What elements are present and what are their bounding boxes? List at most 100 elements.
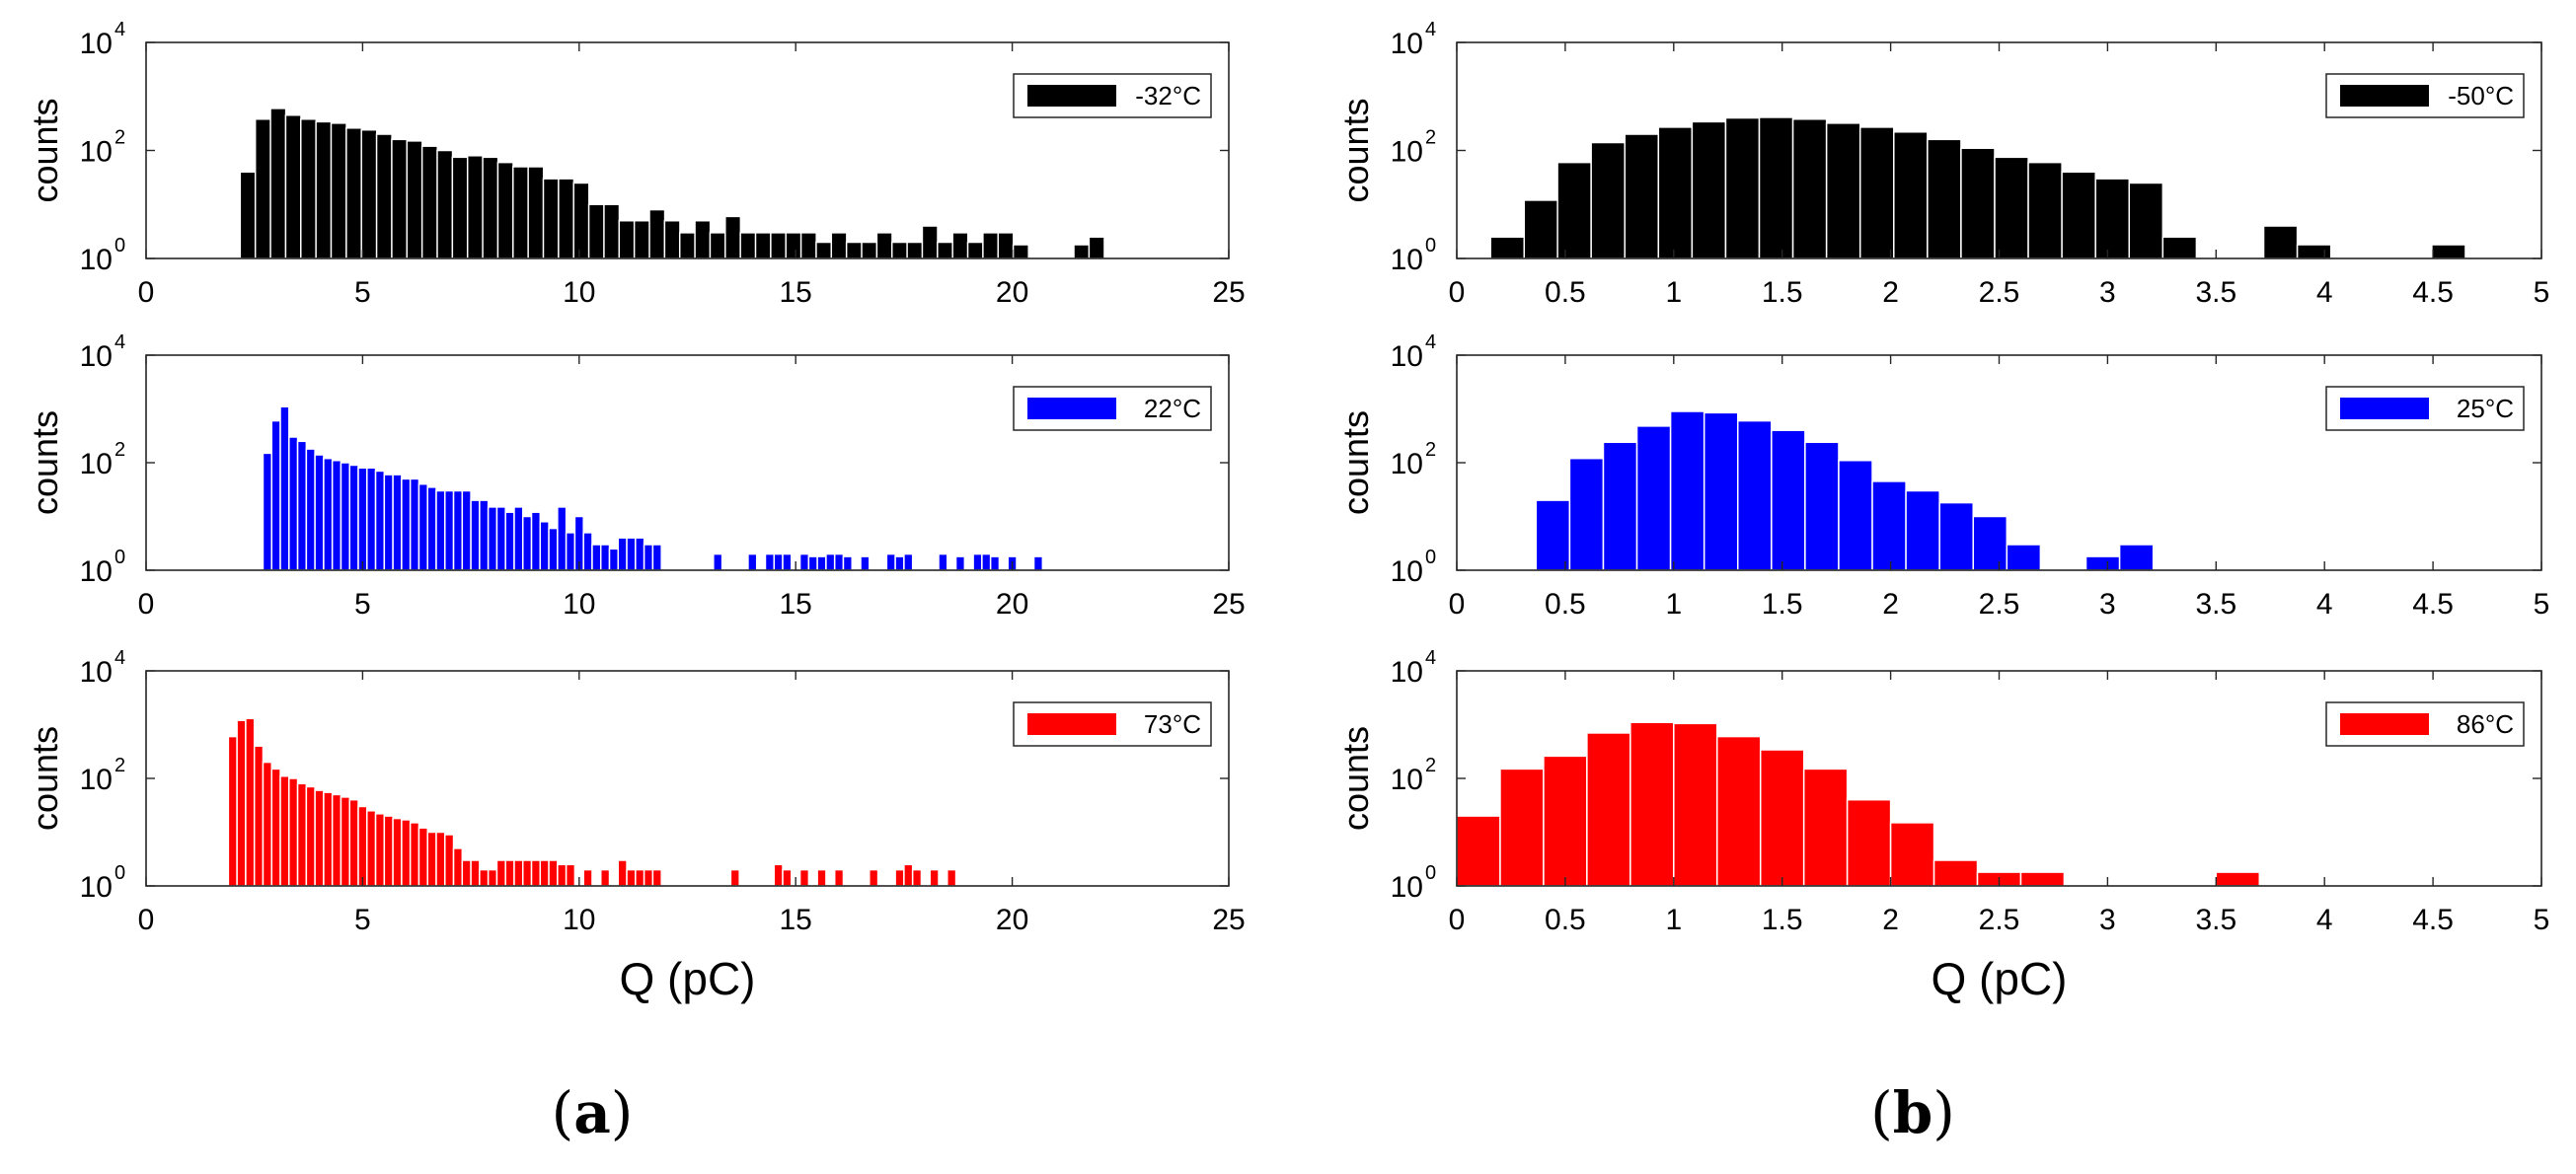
bar	[348, 464, 359, 571]
x-tick-label: 15	[780, 276, 812, 309]
x-tick-label: 4.5	[2412, 276, 2454, 309]
x-tick-label: 5	[354, 276, 371, 309]
bars	[227, 717, 957, 887]
bar	[357, 467, 368, 571]
bar	[288, 436, 299, 571]
bar	[548, 859, 559, 887]
bar	[591, 544, 602, 571]
bars	[239, 108, 1105, 259]
y-axis-label: counts	[1335, 98, 1376, 202]
x-tick-label: 25	[1212, 904, 1245, 936]
bar	[798, 552, 810, 571]
bar	[1804, 441, 1840, 571]
bar	[426, 831, 437, 887]
bar	[300, 118, 318, 259]
bar	[2118, 544, 2155, 571]
bar	[426, 486, 437, 571]
y-axis-label: counts	[25, 98, 65, 202]
bar	[487, 868, 498, 887]
bar	[451, 156, 469, 259]
bar	[608, 548, 620, 571]
y-tick-label: 10	[80, 340, 113, 373]
y-tick-label: 10	[80, 656, 113, 689]
bar	[785, 232, 802, 259]
bar	[1489, 236, 1525, 259]
bar	[815, 241, 833, 259]
x-tick-label: 15	[780, 588, 812, 621]
bar	[599, 544, 611, 571]
bar	[894, 868, 905, 887]
x-tick-label: 4.5	[2412, 904, 2454, 936]
bar	[461, 489, 472, 571]
bar	[1972, 515, 2008, 571]
x-tick-label: 1.5	[1762, 276, 1803, 309]
bar	[937, 241, 954, 259]
bar	[1073, 244, 1091, 259]
y-tick-label: 10	[1391, 340, 1423, 373]
x-tick-label: 4	[2316, 904, 2333, 936]
bar	[1938, 501, 1974, 571]
bar	[782, 552, 793, 571]
bar	[1535, 499, 1571, 571]
bar	[401, 477, 412, 571]
x-tick-label: 15	[780, 904, 812, 936]
y-tick-label: 10	[1391, 448, 1423, 480]
bar	[643, 868, 654, 887]
bar	[305, 785, 316, 887]
bar	[1568, 457, 1605, 571]
bar	[1759, 749, 1805, 887]
bar	[2161, 236, 2198, 259]
bar	[479, 868, 490, 887]
x-tick-label: 5	[354, 588, 371, 621]
bar	[966, 241, 984, 259]
bar	[270, 419, 281, 571]
x-tick-label: 1	[1665, 904, 1682, 936]
legend: -32°C	[1013, 73, 1212, 118]
legend-label: 22°C	[1144, 394, 1201, 423]
bar	[496, 161, 514, 259]
bar	[323, 457, 334, 571]
bar	[643, 544, 654, 571]
legend-swatch	[2340, 398, 2429, 419]
y-tick-label: 10	[80, 448, 113, 480]
bar	[833, 868, 845, 887]
legend: -50°C	[2325, 73, 2525, 118]
x-tick-label: 0	[1449, 276, 1466, 309]
bar	[262, 452, 273, 571]
x-axis-label: Q (pC)	[620, 953, 756, 1004]
y-tick-exponent: 4	[1425, 19, 1436, 40]
legend-label: 86°C	[2457, 709, 2514, 739]
y-tick-exponent: 0	[1425, 547, 1436, 568]
legend-swatch	[1027, 398, 1116, 419]
bar	[406, 140, 423, 259]
bar	[1590, 141, 1626, 259]
bar	[663, 219, 681, 259]
x-tick-label: 0.5	[1545, 904, 1586, 936]
bar	[539, 521, 550, 571]
bar	[479, 499, 490, 571]
x-tick-label: 0	[138, 276, 155, 309]
y-tick-exponent: 2	[114, 755, 125, 776]
y-tick-label: 10	[80, 764, 113, 796]
bar	[565, 863, 576, 887]
bar	[1012, 244, 1029, 259]
bar	[617, 859, 628, 887]
y-tick-exponent: 2	[114, 439, 125, 461]
y-tick-label: 10	[1391, 656, 1423, 689]
bar	[527, 166, 545, 259]
x-tick-label: 20	[996, 276, 1028, 309]
x-tick-label: 3	[2099, 588, 2116, 621]
y-tick-exponent: 0	[114, 547, 125, 568]
bar	[383, 815, 394, 887]
bar	[2128, 182, 2164, 259]
x-tick-label: 3	[2099, 904, 2116, 936]
bar	[522, 859, 533, 887]
y-tick-exponent: 0	[1425, 235, 1436, 257]
y-tick-label: 10	[80, 28, 113, 60]
x-tick-label: 1.5	[1762, 588, 1803, 621]
bar	[2431, 244, 2466, 259]
bar	[1758, 116, 1794, 259]
